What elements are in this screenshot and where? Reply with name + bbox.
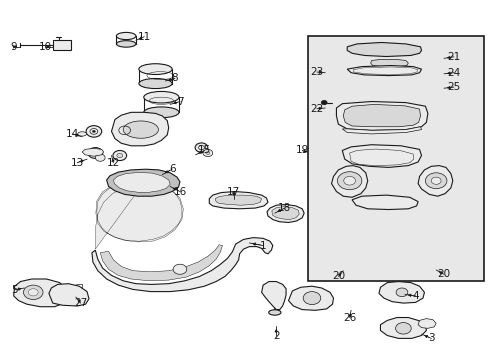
Text: 4: 4 xyxy=(411,291,418,301)
Ellipse shape xyxy=(143,91,179,103)
Circle shape xyxy=(195,143,207,152)
Circle shape xyxy=(86,126,102,137)
Ellipse shape xyxy=(116,41,136,47)
Circle shape xyxy=(92,130,95,132)
Circle shape xyxy=(205,152,209,154)
Circle shape xyxy=(343,176,355,185)
Bar xyxy=(53,40,71,50)
Polygon shape xyxy=(343,104,420,127)
Polygon shape xyxy=(417,166,452,196)
Circle shape xyxy=(321,100,326,105)
Polygon shape xyxy=(351,195,417,210)
Circle shape xyxy=(303,292,320,305)
Text: 21: 21 xyxy=(446,52,460,62)
Polygon shape xyxy=(209,192,267,209)
Polygon shape xyxy=(106,169,180,196)
Text: 8: 8 xyxy=(171,73,178,84)
Ellipse shape xyxy=(116,32,136,40)
Polygon shape xyxy=(82,148,103,156)
Polygon shape xyxy=(346,66,421,76)
Ellipse shape xyxy=(139,64,172,75)
Polygon shape xyxy=(342,145,421,167)
Text: 25: 25 xyxy=(446,82,460,92)
Polygon shape xyxy=(14,279,67,307)
Bar xyxy=(307,36,483,281)
Text: 26: 26 xyxy=(342,312,356,323)
Polygon shape xyxy=(342,127,421,134)
Polygon shape xyxy=(378,282,424,303)
Text: 16: 16 xyxy=(173,186,186,197)
Polygon shape xyxy=(95,182,183,249)
Circle shape xyxy=(88,148,102,158)
Circle shape xyxy=(337,172,361,190)
Text: 13: 13 xyxy=(70,158,84,168)
Polygon shape xyxy=(271,207,299,220)
Polygon shape xyxy=(111,112,168,146)
Circle shape xyxy=(95,154,105,161)
Text: 12: 12 xyxy=(106,158,120,168)
Text: 14: 14 xyxy=(65,129,79,139)
Ellipse shape xyxy=(268,310,280,315)
Text: 1: 1 xyxy=(259,240,266,251)
Circle shape xyxy=(23,285,43,300)
Text: 18: 18 xyxy=(277,203,291,213)
Text: 2: 2 xyxy=(272,330,279,341)
Text: 20: 20 xyxy=(331,271,344,282)
Circle shape xyxy=(395,288,407,297)
Polygon shape xyxy=(266,204,304,222)
Text: 22: 22 xyxy=(309,104,323,114)
Text: 19: 19 xyxy=(295,145,308,156)
Text: 20: 20 xyxy=(437,269,449,279)
Circle shape xyxy=(425,173,446,189)
Text: 24: 24 xyxy=(446,68,460,78)
Polygon shape xyxy=(261,282,285,310)
Circle shape xyxy=(28,289,38,296)
Text: 17: 17 xyxy=(226,186,240,197)
Circle shape xyxy=(117,153,122,158)
Ellipse shape xyxy=(139,78,172,89)
Circle shape xyxy=(203,149,212,157)
Circle shape xyxy=(113,150,126,161)
Polygon shape xyxy=(370,59,407,67)
Polygon shape xyxy=(417,319,435,328)
Polygon shape xyxy=(100,245,222,281)
Text: 7: 7 xyxy=(176,96,183,107)
Text: 11: 11 xyxy=(137,32,151,42)
Circle shape xyxy=(430,177,440,184)
Polygon shape xyxy=(215,195,261,205)
Polygon shape xyxy=(49,284,89,306)
Ellipse shape xyxy=(143,107,179,118)
Polygon shape xyxy=(288,286,333,310)
Circle shape xyxy=(173,264,186,274)
Text: 27: 27 xyxy=(74,298,87,308)
Polygon shape xyxy=(92,238,272,292)
Text: 6: 6 xyxy=(168,164,175,174)
Polygon shape xyxy=(331,166,367,197)
Ellipse shape xyxy=(123,121,158,138)
Polygon shape xyxy=(380,318,426,338)
Polygon shape xyxy=(336,102,427,130)
Ellipse shape xyxy=(78,132,86,136)
Text: 15: 15 xyxy=(197,145,211,156)
Text: 5: 5 xyxy=(11,285,18,295)
Text: 9: 9 xyxy=(10,42,17,52)
Polygon shape xyxy=(113,172,170,192)
Text: 3: 3 xyxy=(427,333,434,343)
Polygon shape xyxy=(346,42,421,57)
Circle shape xyxy=(395,323,410,334)
Text: 10: 10 xyxy=(39,42,51,52)
Text: 23: 23 xyxy=(309,67,323,77)
